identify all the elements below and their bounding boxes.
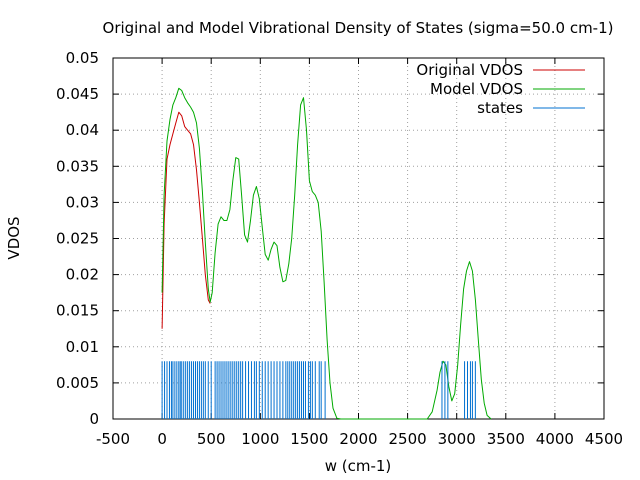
grid [113, 58, 604, 419]
y-axis-label: VDOS [5, 216, 23, 259]
x-tick-label: 3000 [438, 430, 476, 448]
y-tick-label: 0.01 [66, 338, 99, 356]
legend-label-original-vdos: Original VDOS [416, 61, 523, 79]
y-tick-label: 0.005 [56, 374, 99, 392]
y-tick-label: 0.025 [56, 230, 99, 248]
y-tick-label: 0.04 [66, 121, 99, 139]
legend-label-states: states [477, 99, 523, 117]
y-tick-label: 0 [89, 410, 99, 428]
y-tick-label: 0.015 [56, 302, 99, 320]
x-tick-label: -500 [96, 430, 130, 448]
x-tick-label: 1000 [241, 430, 279, 448]
y-tick-label: 0.045 [56, 85, 99, 103]
x-tick-label: 3500 [487, 430, 525, 448]
axes: -500 0 500 1000 1500 2000 2500 3000 3500 4000 4500… [56, 49, 623, 448]
x-tick-label: 2000 [339, 430, 377, 448]
x-tick-label: 500 [197, 430, 226, 448]
chart-title: Original and Model Vibrational Density o… [103, 19, 614, 37]
y-tick-label: 0.03 [66, 193, 99, 211]
x-tick-label: 0 [157, 430, 167, 448]
x-tick-label: 1500 [290, 430, 328, 448]
series-states [161, 361, 476, 419]
series-area [161, 87, 492, 420]
legend-label-model-vdos: Model VDOS [430, 80, 523, 98]
series-model-vdos-line [161, 87, 492, 420]
y-tick-label: 0.05 [66, 49, 99, 67]
y-tick-label: 0.02 [66, 266, 99, 284]
y-tick-label: 0.035 [56, 157, 99, 175]
x-tick-label: 2500 [389, 430, 427, 448]
x-axis-label: w (cm-1) [325, 457, 392, 475]
series-original-vdos-line [161, 111, 211, 329]
x-tick-label: 4000 [536, 430, 574, 448]
x-tick-label: 4500 [585, 430, 623, 448]
